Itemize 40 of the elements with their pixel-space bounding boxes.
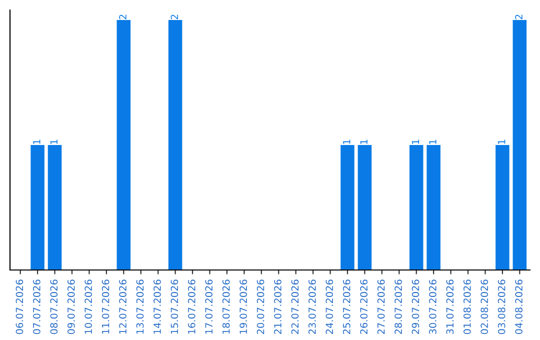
x-tick-label: 15.07.2026 (170, 280, 178, 334)
x-tick-label: 12.07.2026 (119, 280, 126, 334)
x-tick-label: 29.07.2026 (412, 280, 420, 334)
x-tick-label: 20.07.2026 (256, 280, 264, 334)
data-label: 1 (360, 140, 368, 144)
x-tick-label: 30.07.2026 (429, 280, 436, 334)
x-tick-label: 24.07.2026 (326, 280, 334, 334)
x-tick-label: 01.08.2026 (463, 280, 471, 334)
x-tick-label: 08.07.2026 (50, 280, 58, 334)
data-label: 1 (412, 140, 420, 144)
x-tick-label: 18.07.2026 (222, 280, 230, 334)
data-label: 1 (429, 140, 436, 144)
data-label: 2 (515, 14, 522, 20)
x-tick-label: 07.07.2026 (33, 280, 40, 334)
x-tick-label: 21.07.2026 (274, 280, 282, 334)
x-tick-label: 09.07.2026 (67, 280, 75, 334)
x-tick-label: 25.07.2026 (342, 280, 350, 334)
x-tick-label: 14.07.2026 (154, 280, 161, 334)
x-tick-label: 26.07.2026 (360, 280, 368, 334)
x-tick-label: 13.07.2026 (136, 280, 144, 334)
x-tick-label: 03.08.2026 (498, 280, 506, 334)
data-label: 1 (498, 140, 506, 144)
data-label: 1 (343, 140, 350, 144)
x-tick-label: 16.07.2026 (188, 280, 196, 334)
data-label: 2 (119, 14, 126, 20)
x-tick-label: 10.07.2026 (84, 280, 92, 334)
x-tick-label: 19.07.2026 (240, 280, 247, 334)
x-tick-label: 04.08.2026 (515, 280, 522, 334)
x-tick-label: 23.07.2026 (308, 280, 316, 334)
x-tick-label: 17.07.2026 (205, 280, 213, 334)
x-tick-label: 11.07.2026 (102, 280, 110, 334)
data-label: 2 (170, 14, 178, 20)
data-label: 1 (33, 140, 40, 144)
x-tick-label: 27.07.2026 (377, 280, 385, 334)
x-tick-label: 28.07.2026 (394, 280, 402, 334)
x-tick-label: 22.07.2026 (291, 280, 299, 334)
x-tick-label: 31.07.2026 (446, 280, 454, 334)
x-tick-label: 02.08.2026 (480, 280, 488, 334)
data-label: 1 (50, 140, 58, 144)
x-tick-label: 06.07.2026 (16, 280, 24, 334)
